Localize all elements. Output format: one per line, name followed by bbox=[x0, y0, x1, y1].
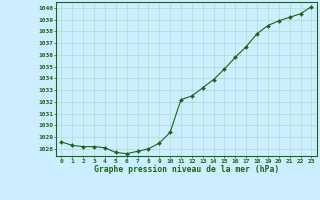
X-axis label: Graphe pression niveau de la mer (hPa): Graphe pression niveau de la mer (hPa) bbox=[94, 165, 279, 174]
